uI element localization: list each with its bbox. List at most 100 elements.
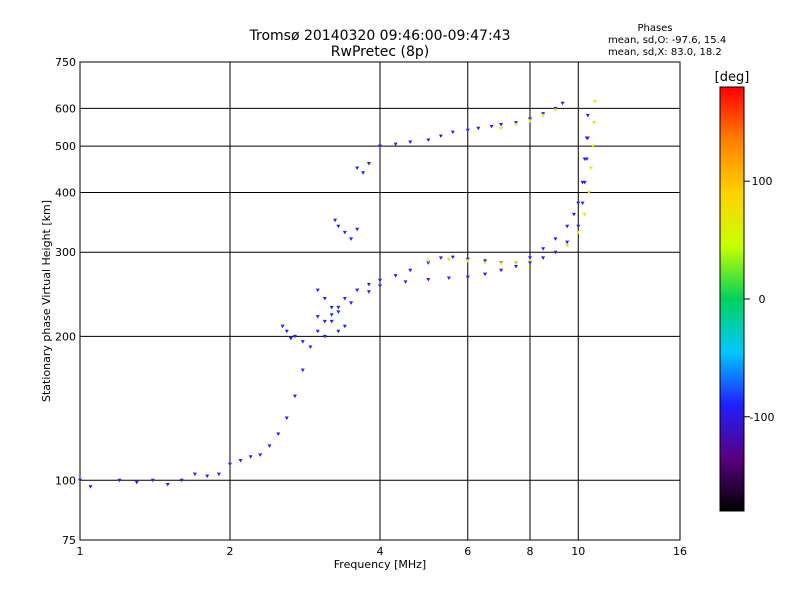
data-point xyxy=(553,237,558,241)
x-tick-label: 16 xyxy=(673,545,687,558)
y-tick-labels: 75 100 200 300 400 500 600 750 xyxy=(55,56,76,547)
data-point xyxy=(378,284,382,288)
data-point xyxy=(349,301,354,305)
data-point xyxy=(228,462,232,467)
data-point xyxy=(342,324,347,329)
data-point xyxy=(588,166,593,171)
data-point xyxy=(322,297,327,301)
data-point xyxy=(426,261,431,265)
data-point xyxy=(308,345,313,350)
data-point xyxy=(426,259,431,263)
data-point xyxy=(426,138,431,143)
data-point xyxy=(361,171,366,175)
data-point xyxy=(528,259,532,263)
data-point xyxy=(378,278,382,283)
colorbar-label: [deg] xyxy=(715,70,750,85)
data-point xyxy=(541,112,546,116)
data-point xyxy=(192,472,197,477)
data-point xyxy=(378,144,382,149)
data-point xyxy=(499,262,504,266)
data-point xyxy=(565,243,570,248)
data-point xyxy=(465,259,470,263)
y-tick-label: 750 xyxy=(55,56,76,69)
data-point xyxy=(576,201,581,206)
colorbar xyxy=(719,86,745,512)
data-point xyxy=(582,212,587,217)
data-point xyxy=(216,472,221,477)
chart-subtitle: RwPretec (8p) xyxy=(331,44,429,60)
y-tick-label: 500 xyxy=(55,140,76,153)
data-point xyxy=(514,121,519,125)
data-point xyxy=(590,144,595,149)
data-point xyxy=(592,100,597,104)
x-tick-label: 8 xyxy=(527,545,534,558)
data-point xyxy=(584,157,589,162)
data-point xyxy=(329,305,334,310)
data-point xyxy=(134,480,139,485)
chart-title: Tromsø 20140320 09:46:00-09:47:43 xyxy=(249,28,511,44)
data-point xyxy=(499,268,504,273)
data-point xyxy=(315,329,320,334)
data-point xyxy=(403,280,408,284)
y-tick-label: 400 xyxy=(55,186,76,199)
data-point xyxy=(514,123,519,127)
data-point xyxy=(585,113,590,118)
data-point xyxy=(205,474,210,479)
data-point xyxy=(483,261,488,265)
colorbar-ticks: 100 0 -100 xyxy=(744,175,774,424)
data-point xyxy=(258,453,263,457)
data-point xyxy=(585,136,590,141)
phases-x-stats: mean, sd,X: 83.0, 18.2 xyxy=(608,47,722,58)
x-tick-label: 4 xyxy=(377,545,384,558)
x-tick-labels: 1 2 4 6 8 10 16 xyxy=(77,545,688,558)
phases-title: Phases xyxy=(637,23,672,34)
data-point xyxy=(333,218,338,223)
data-point xyxy=(322,334,327,339)
data-point xyxy=(426,278,431,282)
data-point xyxy=(276,432,281,436)
data-point xyxy=(553,108,558,113)
colorbar-tick-label: -100 xyxy=(750,411,775,424)
data-point xyxy=(465,275,470,280)
data-point xyxy=(248,455,253,459)
data-point xyxy=(329,313,334,317)
data-point xyxy=(336,329,341,334)
data-point xyxy=(78,478,82,483)
data-point xyxy=(582,180,587,185)
data-point xyxy=(342,297,347,301)
data-point xyxy=(476,126,481,131)
data-point xyxy=(576,224,581,229)
data-point xyxy=(483,259,488,263)
data-point xyxy=(553,250,558,255)
data-point xyxy=(565,224,570,229)
data-point xyxy=(342,230,347,235)
data-point xyxy=(366,161,371,166)
data-point xyxy=(267,444,272,448)
x-tick-label: 2 xyxy=(227,545,234,558)
data-point xyxy=(322,319,327,324)
x-tick-label: 6 xyxy=(464,545,471,558)
data-point xyxy=(565,240,570,245)
data-point xyxy=(408,140,413,145)
data-point xyxy=(528,119,532,123)
data-point xyxy=(393,142,398,147)
data-point xyxy=(408,268,413,273)
data-point xyxy=(336,305,341,310)
data-point xyxy=(88,485,93,489)
data-point xyxy=(349,237,354,241)
data-points xyxy=(78,100,597,489)
data-point xyxy=(560,101,565,106)
data-point xyxy=(150,478,155,483)
data-point xyxy=(315,288,320,293)
data-point xyxy=(355,288,360,293)
data-point xyxy=(446,257,451,262)
data-point xyxy=(465,128,470,133)
data-point xyxy=(179,478,184,483)
data-point xyxy=(591,121,596,125)
data-point xyxy=(292,334,297,339)
data-point xyxy=(284,416,289,420)
data-point xyxy=(541,256,546,260)
data-point xyxy=(336,310,341,314)
data-point xyxy=(292,394,297,399)
colorbar-tick-label: 100 xyxy=(752,175,773,188)
